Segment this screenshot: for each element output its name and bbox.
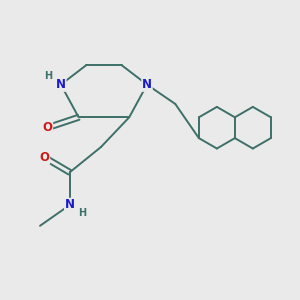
Text: H: H [78, 208, 86, 218]
Text: N: N [65, 199, 75, 212]
Text: N: N [56, 78, 66, 91]
Text: O: O [40, 151, 50, 164]
Text: H: H [44, 71, 52, 81]
Text: N: N [142, 78, 152, 91]
Text: O: O [43, 121, 52, 134]
